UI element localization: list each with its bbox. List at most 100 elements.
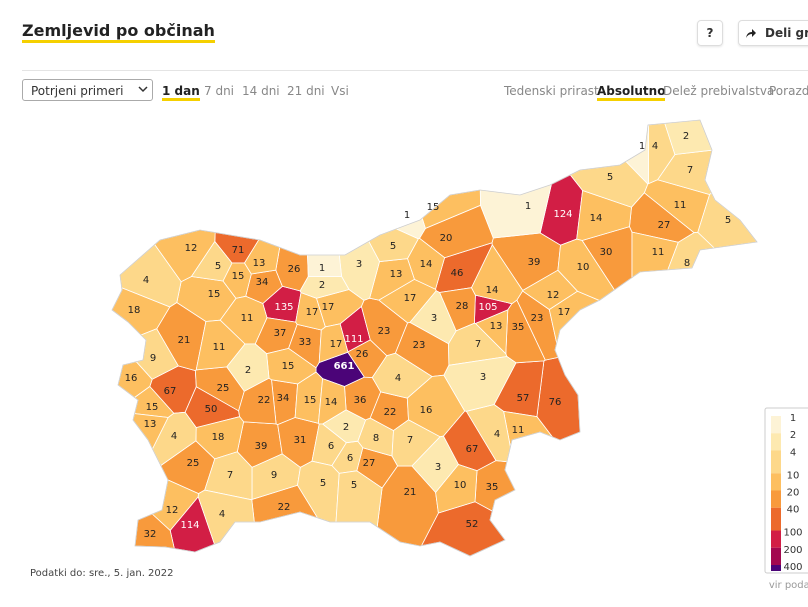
municipality	[184, 386, 241, 429]
municipality-value: 14	[590, 213, 603, 224]
municipality	[360, 297, 409, 357]
legend-label: 20	[787, 488, 800, 499]
legend-swatch	[771, 547, 781, 565]
measure-select[interactable]: Potrjeni primeri	[22, 79, 153, 101]
municipality-value: 57	[517, 393, 530, 404]
period-tab[interactable]: 14 dni	[242, 84, 280, 98]
share-button[interactable]: Deli graf	[738, 20, 808, 46]
municipality	[479, 183, 552, 239]
municipality	[411, 435, 459, 494]
municipality-value: 8	[684, 258, 690, 269]
municipality	[226, 343, 270, 392]
municipality	[369, 258, 415, 301]
municipality	[471, 244, 524, 305]
municipality-value: 11	[652, 247, 665, 258]
municipality	[307, 254, 343, 277]
municipality-value: 26	[288, 264, 301, 275]
period-tab[interactable]: 7 dni	[204, 84, 235, 98]
municipality-value: 18	[128, 305, 141, 316]
municipality	[629, 192, 695, 243]
municipality-value: 35	[486, 482, 499, 493]
municipality	[442, 410, 497, 472]
municipality-value: 5	[215, 261, 221, 272]
municipality-value: 25	[187, 458, 200, 469]
municipality	[473, 294, 513, 324]
municipality-value: 28	[456, 301, 469, 312]
municipality-value: 23	[413, 340, 426, 351]
municipality-value: 21	[404, 487, 417, 498]
municipality-value: 4	[494, 429, 500, 440]
municipality	[315, 351, 365, 387]
municipality	[245, 269, 283, 304]
help-button[interactable]: ?	[697, 20, 723, 46]
municipality	[338, 240, 380, 301]
view-tab[interactable]: Tedenski prirast	[504, 84, 599, 98]
municipality-value: 34	[277, 393, 290, 404]
divider	[22, 70, 808, 71]
municipality	[335, 470, 383, 528]
measure-label: Potrjeni primeri	[31, 84, 124, 98]
municipality	[222, 262, 252, 299]
municipality-value: 9	[271, 470, 277, 481]
municipality	[503, 410, 554, 448]
legend-box	[764, 407, 808, 574]
municipality	[656, 149, 713, 195]
municipality-value: 2	[343, 422, 349, 433]
municipality	[667, 231, 716, 271]
municipality	[697, 192, 758, 249]
municipality-value: 17	[330, 339, 343, 350]
municipality	[315, 289, 365, 328]
municipality-value: 4	[171, 431, 177, 442]
period-tab[interactable]: Vsi	[331, 84, 349, 98]
municipality-value: 4	[143, 275, 149, 286]
municipality	[251, 484, 319, 523]
view-tab[interactable]: Absolutno	[597, 84, 666, 101]
municipality-value: 39	[255, 441, 268, 452]
municipality	[318, 323, 349, 364]
municipality	[474, 309, 509, 355]
municipality	[576, 189, 632, 241]
municipality-value: 25	[217, 383, 230, 394]
municipality	[493, 360, 545, 418]
municipality-value: 21	[178, 335, 191, 346]
legend-swatch	[771, 565, 781, 571]
municipality-value: 7	[475, 339, 481, 350]
view-tab[interactable]: Delež prebivalstva	[663, 84, 775, 98]
municipality-value: 111	[344, 334, 363, 345]
municipality-value: 7	[227, 470, 233, 481]
municipality-value: 13	[253, 258, 266, 269]
municipality-value: 7	[407, 435, 413, 446]
municipality	[251, 453, 301, 500]
municipality	[134, 513, 175, 549]
municipality-value: 35	[512, 322, 525, 333]
municipality-value: 18	[212, 432, 225, 443]
municipality-value: 30	[600, 247, 613, 258]
view-tab[interactable]: Porazdelitev	[769, 84, 808, 98]
municipality	[176, 276, 237, 322]
share-icon	[746, 29, 756, 38]
municipality-value: 2	[319, 280, 325, 291]
municipality-value: 20	[440, 233, 453, 244]
period-tab[interactable]: 21 dni	[287, 84, 325, 98]
legend-label: 200	[783, 545, 802, 556]
municipality	[539, 174, 584, 246]
municipality	[119, 244, 182, 308]
municipality-value: 32	[144, 529, 157, 540]
municipality	[505, 299, 546, 364]
municipality	[294, 371, 324, 424]
municipality-value: 1	[319, 263, 325, 274]
municipality-value: 15	[232, 271, 245, 282]
title: Zemljevid po občinah	[22, 22, 215, 43]
municipality-value: 5	[390, 241, 396, 252]
municipality	[376, 465, 439, 547]
municipality	[369, 391, 409, 432]
share-label: Deli graf	[765, 26, 808, 40]
municipality	[149, 365, 197, 414]
municipality	[491, 232, 561, 292]
municipality-value: 15	[282, 361, 295, 372]
municipality	[266, 347, 317, 385]
municipality	[344, 376, 382, 421]
period-tab[interactable]: 1 dan	[162, 84, 200, 101]
municipality	[277, 417, 320, 468]
